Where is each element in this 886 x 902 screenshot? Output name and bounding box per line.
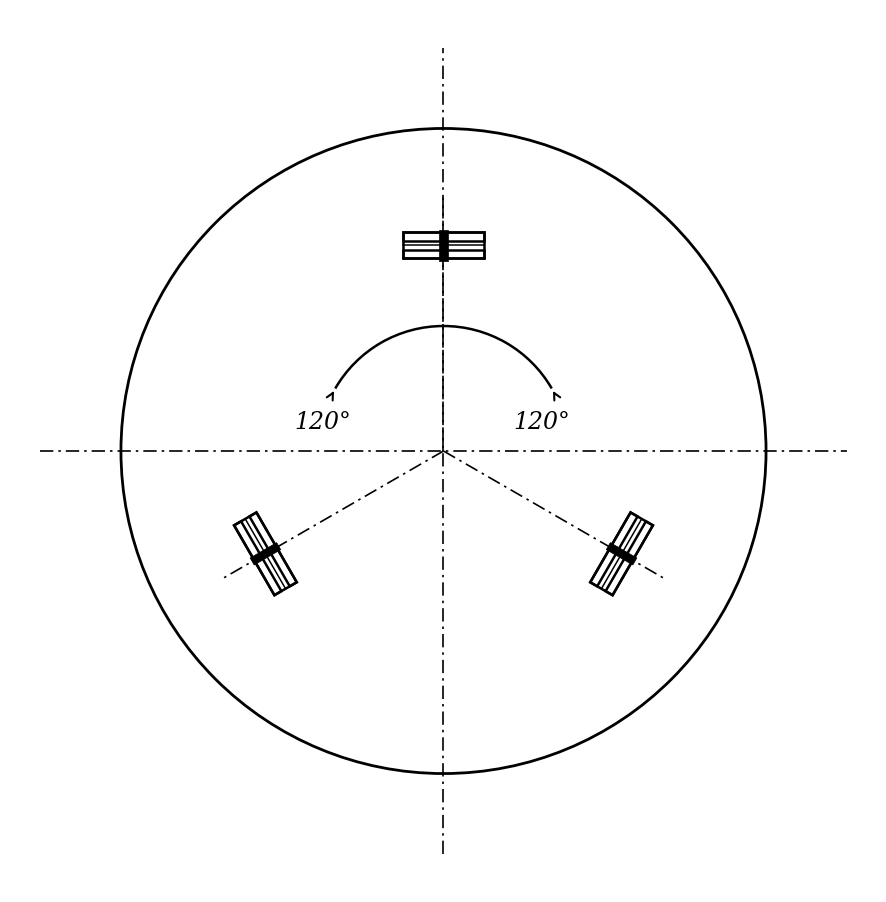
Polygon shape	[403, 250, 483, 258]
Polygon shape	[250, 543, 280, 565]
Polygon shape	[606, 543, 636, 565]
Polygon shape	[249, 512, 297, 586]
Text: 120°: 120°	[513, 411, 570, 434]
Polygon shape	[605, 521, 652, 595]
Polygon shape	[439, 230, 447, 261]
Text: 120°: 120°	[294, 411, 351, 434]
Polygon shape	[589, 512, 637, 586]
Polygon shape	[403, 233, 483, 241]
Polygon shape	[234, 521, 281, 595]
